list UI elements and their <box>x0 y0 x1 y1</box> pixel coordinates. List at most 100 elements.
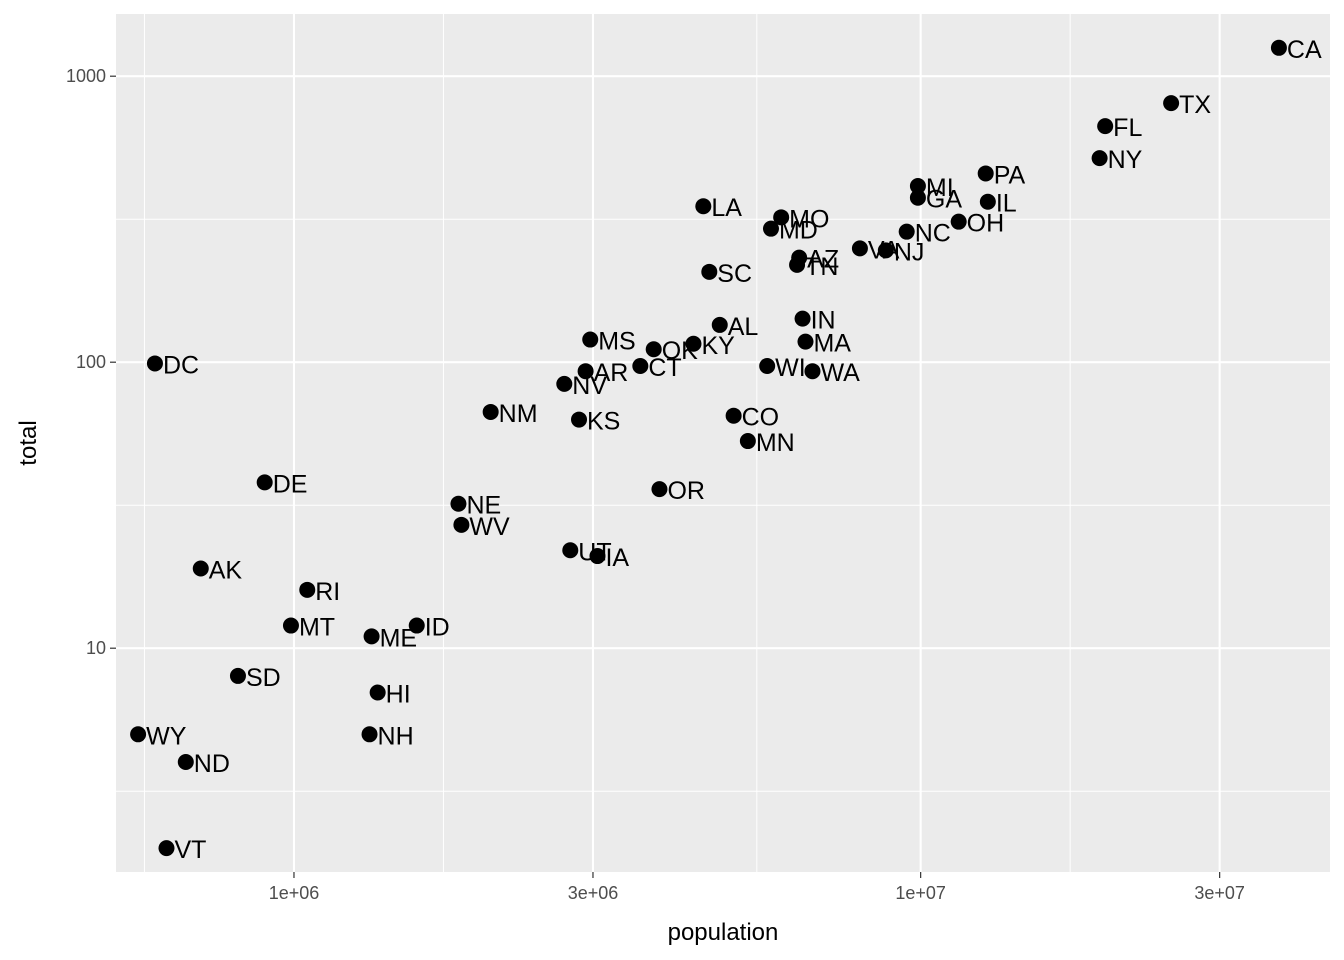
data-point-mt <box>282 617 299 634</box>
data-label-ms: MS <box>598 328 636 356</box>
data-label-co: CO <box>742 404 780 432</box>
data-point-mi <box>909 178 926 195</box>
plot-panel <box>116 14 1330 872</box>
data-point-ca <box>1270 39 1287 56</box>
y-tick-label: 1000 <box>66 66 106 86</box>
data-label-wi: WI <box>775 354 806 382</box>
data-label-oh: OH <box>967 210 1005 238</box>
data-label-wy: WY <box>146 722 187 750</box>
data-label-ne: NE <box>466 492 501 520</box>
data-label-ok: OK <box>662 337 698 365</box>
x-tick-label: 3e+07 <box>1194 883 1245 903</box>
data-point-mn <box>739 433 756 450</box>
data-point-ks <box>571 411 588 428</box>
data-label-al: AL <box>728 313 759 341</box>
x-axis-title: population <box>668 919 779 946</box>
data-label-nj: NJ <box>894 238 925 266</box>
data-label-tx: TX <box>1179 91 1211 119</box>
data-label-fl: FL <box>1113 114 1142 142</box>
data-label-wa: WA <box>820 359 860 387</box>
y-axis: 10 100 1000 <box>66 66 116 658</box>
data-point-ar <box>577 363 594 380</box>
data-point-wy <box>130 726 147 743</box>
data-point-wv <box>453 516 470 533</box>
data-point-id <box>408 617 425 634</box>
data-label-md: MD <box>779 217 818 245</box>
data-point-ut <box>562 542 579 559</box>
data-point-ia <box>589 548 606 565</box>
data-point-md <box>762 220 779 237</box>
data-point-ri <box>299 581 316 598</box>
data-point-ny <box>1091 150 1108 167</box>
data-point-sc <box>701 263 718 280</box>
data-label-mo: MO <box>789 205 829 233</box>
data-label-va: VA <box>868 236 900 264</box>
data-points <box>130 39 1287 857</box>
data-label-ri: RI <box>315 578 340 606</box>
x-tick-label: 1e+07 <box>895 883 946 903</box>
data-label-or: OR <box>667 477 705 505</box>
x-tick-label: 3e+06 <box>568 883 619 903</box>
y-tick-label: 10 <box>86 638 106 658</box>
data-label-mi: MI <box>926 174 954 202</box>
data-label-tn: TN <box>805 253 838 281</box>
data-point-ga <box>909 189 926 206</box>
data-label-sc: SC <box>717 260 752 288</box>
data-point-in <box>794 310 811 327</box>
data-point-or <box>651 481 668 498</box>
data-point-nd <box>177 754 194 771</box>
data-label-il: IL <box>996 190 1017 218</box>
data-point-de <box>256 474 273 491</box>
data-label-nv: NV <box>572 372 607 400</box>
data-point-tn <box>789 256 806 273</box>
data-label-me: ME <box>380 624 418 652</box>
data-label-id: ID <box>425 614 450 642</box>
data-point-sd <box>229 667 246 684</box>
minor-gridlines <box>116 14 1330 872</box>
data-point-ct <box>632 357 649 374</box>
data-label-ca: CA <box>1287 36 1322 64</box>
data-label-in: IN <box>811 307 836 335</box>
data-point-ma <box>797 333 814 350</box>
data-label-az: AZ <box>807 246 839 274</box>
data-label-ga: GA <box>926 186 962 214</box>
y-axis-title: total <box>15 420 42 465</box>
data-point-ne <box>450 495 467 512</box>
data-point-vt <box>158 840 175 857</box>
data-point-dc <box>146 355 163 372</box>
data-label-de: DE <box>273 470 308 498</box>
data-label-sd: SD <box>246 664 281 692</box>
y-tick-label: 100 <box>76 352 106 372</box>
data-label-ar: AR <box>594 359 629 387</box>
data-point-mo <box>773 209 790 226</box>
data-label-nh: NH <box>378 722 414 750</box>
data-point-il <box>979 193 996 210</box>
data-point-ak <box>192 560 209 577</box>
data-label-ma: MA <box>813 330 851 358</box>
data-label-pa: PA <box>994 161 1026 189</box>
data-point-nv <box>556 375 573 392</box>
data-point-co <box>725 407 742 424</box>
data-label-hi: HI <box>386 681 411 709</box>
data-label-nm: NM <box>499 400 538 428</box>
data-point-nc <box>898 223 915 240</box>
data-point-va <box>851 240 868 257</box>
data-point-nj <box>877 242 894 259</box>
data-label-la: LA <box>711 194 742 222</box>
data-point-la <box>695 198 712 215</box>
data-point-ky <box>685 335 702 352</box>
data-point-wa <box>804 363 821 380</box>
data-label-dc: DC <box>163 351 199 379</box>
data-point-tx <box>1163 95 1180 112</box>
data-label-nd: ND <box>194 750 230 778</box>
data-point-ms <box>582 331 599 348</box>
data-label-vt: VT <box>174 836 206 864</box>
data-point-hi <box>369 684 386 701</box>
data-label-ak: AK <box>209 556 243 584</box>
data-label-mt: MT <box>299 614 335 642</box>
x-axis: 1e+06 3e+06 1e+07 3e+07 <box>269 872 1245 903</box>
major-gridlines <box>116 14 1330 872</box>
data-point-oh <box>950 213 967 230</box>
